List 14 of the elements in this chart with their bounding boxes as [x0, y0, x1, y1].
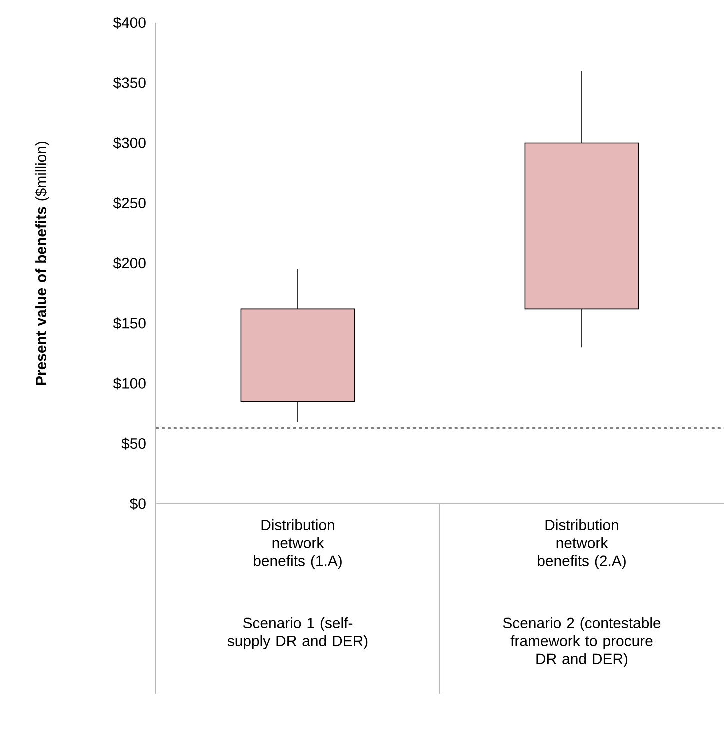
y-tick-label: $150: [113, 318, 146, 330]
y-tick-label: $300: [113, 137, 146, 150]
x-tick-label: Distribution network benefits (2.A): [538, 520, 626, 570]
x-tick-label: Distribution network benefits (1.A): [254, 520, 342, 570]
y-tick-label: $100: [113, 378, 146, 390]
y-tick-label: $250: [113, 197, 146, 210]
text: Scenario 1 (self-supply DR and DER): [228, 618, 368, 650]
y-tick-label: $50: [122, 438, 146, 450]
y-tick-label: $350: [113, 77, 146, 90]
text: Scenario 2 (contestable framework to procure DR and DER): [503, 618, 661, 668]
y-tick-label: $200: [113, 257, 146, 270]
y-axis-title: Present value of benefits ($million): [35, 142, 50, 385]
y-tick-label: $0: [130, 498, 146, 510]
y-tick-label: $400: [113, 16, 146, 30]
